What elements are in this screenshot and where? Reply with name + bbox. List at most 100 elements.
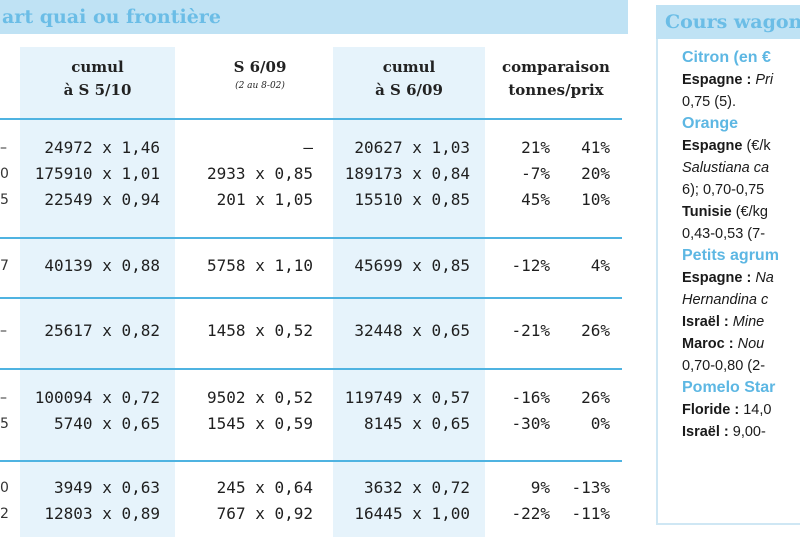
col-header-week: S 6/09 (2 au 8-02) (233, 58, 287, 91)
sidebar-category: Citron (en € (682, 48, 800, 68)
cell-pct-tonnes: -12% (511, 256, 550, 275)
sidebar-line-lead: 6); 0,70-0,75 (682, 182, 765, 198)
cell-pct-tonnes: 9% (530, 478, 550, 497)
cell-cumul-current: 189173 x 0,84 (344, 164, 470, 183)
sidebar-line-rest: (€/k (742, 138, 771, 154)
cell-pct-tonnes: -30% (511, 414, 550, 433)
sidebar-line-lead: Maroc : (682, 336, 734, 352)
sidebar-line: Israël : 9,00- (682, 422, 800, 442)
cell-cumul-current: 20627 x 1,03 (354, 138, 470, 157)
sidebar-line-lead: Petits agrum (682, 247, 779, 264)
section-title: art quai ou frontière (0, 0, 628, 34)
cell-week: 1458 x 0,52 (207, 321, 313, 340)
sidebar-line: 0,75 (5). (682, 92, 800, 112)
sidebar-line: Espagne (€/k (682, 136, 800, 156)
cell-week: — (303, 138, 313, 157)
sidebar-line-rest: Mine (728, 314, 765, 330)
cell-pct-prix: 10% (581, 190, 610, 209)
cell-pct-prix: 26% (581, 388, 610, 407)
cell-cumul-prev: 3949 x 0,63 (54, 478, 160, 497)
row-edge-fragment: 2 (0, 506, 8, 522)
col-header-cumul-prev: cumul à S 5/10 (63, 58, 132, 99)
col-header-cumul-current: cumul à S 6/09 (375, 58, 443, 99)
sidebar-line-rest: 14,0 (739, 402, 772, 418)
sidebar-line: Israël : Mine (682, 312, 800, 332)
sidebar-line-rest: Nou (733, 336, 765, 352)
cell-pct-tonnes: 45% (521, 190, 550, 209)
cell-cumul-current: 45699 x 0,85 (354, 256, 470, 275)
divider (0, 297, 622, 299)
cell-week: 2933 x 0,85 (207, 164, 313, 183)
cell-pct-prix: 26% (581, 321, 610, 340)
divider (0, 460, 622, 462)
sidebar-line-lead: 0,43-0,53 (7- (682, 226, 766, 242)
sidebar-line-lead: Citron (682, 49, 730, 66)
cell-week: 245 x 0,64 (216, 478, 313, 497)
cell-pct-prix: -11% (571, 504, 610, 523)
sidebar-line: 0,43-0,53 (7- (682, 224, 800, 244)
sidebar-line: Hernandina c (682, 290, 800, 310)
column-stripe-cumul-current (333, 47, 485, 537)
cell-cumul-prev: 100094 x 0,72 (34, 388, 160, 407)
sidebar-category: Orange (682, 114, 800, 134)
cell-cumul-current: 8145 x 0,65 (364, 414, 470, 433)
sidebar-line: Espagne : Na (682, 268, 800, 288)
row-edge-fragment: 7 (0, 258, 8, 274)
sidebar-line-lead: Tunisie (682, 204, 732, 220)
cell-pct-prix: 4% (590, 256, 610, 275)
divider (0, 368, 622, 370)
cell-pct-prix: 0% (590, 414, 610, 433)
cell-pct-tonnes: -21% (511, 321, 550, 340)
cell-week: 5758 x 1,10 (207, 256, 313, 275)
sidebar-line: Salustiana ca (682, 158, 800, 178)
cell-pct-tonnes: -7% (521, 164, 550, 183)
cell-cumul-prev: 12803 x 0,89 (44, 504, 160, 523)
col-header-comparison: comparaison tonnes/prix (502, 58, 610, 99)
cell-cumul-current: 15510 x 0,85 (354, 190, 470, 209)
sidebar-line: Tunisie (€/kg (682, 202, 800, 222)
row-edge-fragment: – (0, 323, 7, 339)
cell-pct-prix: -13% (571, 478, 610, 497)
sidebar-line-lead: 0,70-0,80 (2- (682, 358, 766, 374)
sidebar-line-lead: Espagne (682, 138, 743, 154)
cell-pct-tonnes: -16% (511, 388, 550, 407)
sidebar-line-lead: Hernandina c (682, 292, 769, 308)
sidebar-line-lead: Espagne : (682, 72, 752, 88)
cell-cumul-prev: 24972 x 1,46 (44, 138, 160, 157)
row-edge-fragment: 5 (0, 416, 8, 432)
cell-cumul-current: 119749 x 0,57 (344, 388, 470, 407)
cell-cumul-prev: 5740 x 0,65 (54, 414, 160, 433)
sidebar-line-rest: 9,00- (728, 424, 766, 440)
sidebar-line-lead: Israël : (682, 314, 729, 330)
divider (0, 118, 622, 120)
cell-cumul-current: 32448 x 0,65 (354, 321, 470, 340)
divider (0, 237, 622, 239)
sidebar-line: Maroc : Nou (682, 334, 800, 354)
cell-week: 1545 x 0,59 (207, 414, 313, 433)
sidebar-line: Floride : 14,0 (682, 400, 800, 420)
cell-cumul-current: 16445 x 1,00 (354, 504, 470, 523)
sidebar-line-lead: Pomelo Star (682, 379, 776, 396)
cell-pct-tonnes: -22% (511, 504, 550, 523)
row-edge-fragment: 0 (0, 166, 8, 182)
cell-pct-prix: 20% (581, 164, 610, 183)
cell-pct-tonnes: 21% (521, 138, 550, 157)
row-edge-fragment: 5 (0, 192, 8, 208)
cell-week: 201 x 1,05 (216, 190, 313, 209)
sidebar-line-lead: Israël : (682, 424, 729, 440)
sidebar-line-lead: Salustiana (682, 160, 750, 176)
cell-pct-prix: 41% (581, 138, 610, 157)
sidebar-line-rest: (en € (729, 49, 771, 66)
sidebar-line-rest: ca (749, 160, 770, 176)
cell-cumul-prev: 40139 x 0,88 (44, 256, 160, 275)
sidebar-line-rest: Na (751, 270, 774, 286)
sidebar-title: Cours wagon (656, 5, 800, 39)
sidebar-line-rest: Pri (751, 72, 774, 88)
cell-cumul-prev: 175910 x 1,01 (34, 164, 160, 183)
cell-week: 9502 x 0,52 (207, 388, 313, 407)
row-edge-fragment: 0 (0, 480, 8, 496)
sidebar-line: 0,70-0,80 (2- (682, 356, 800, 376)
sidebar-line: 6); 0,70-0,75 (682, 180, 800, 200)
cell-cumul-prev: 25617 x 0,82 (44, 321, 160, 340)
sidebar-category: Pomelo Star (682, 378, 800, 398)
